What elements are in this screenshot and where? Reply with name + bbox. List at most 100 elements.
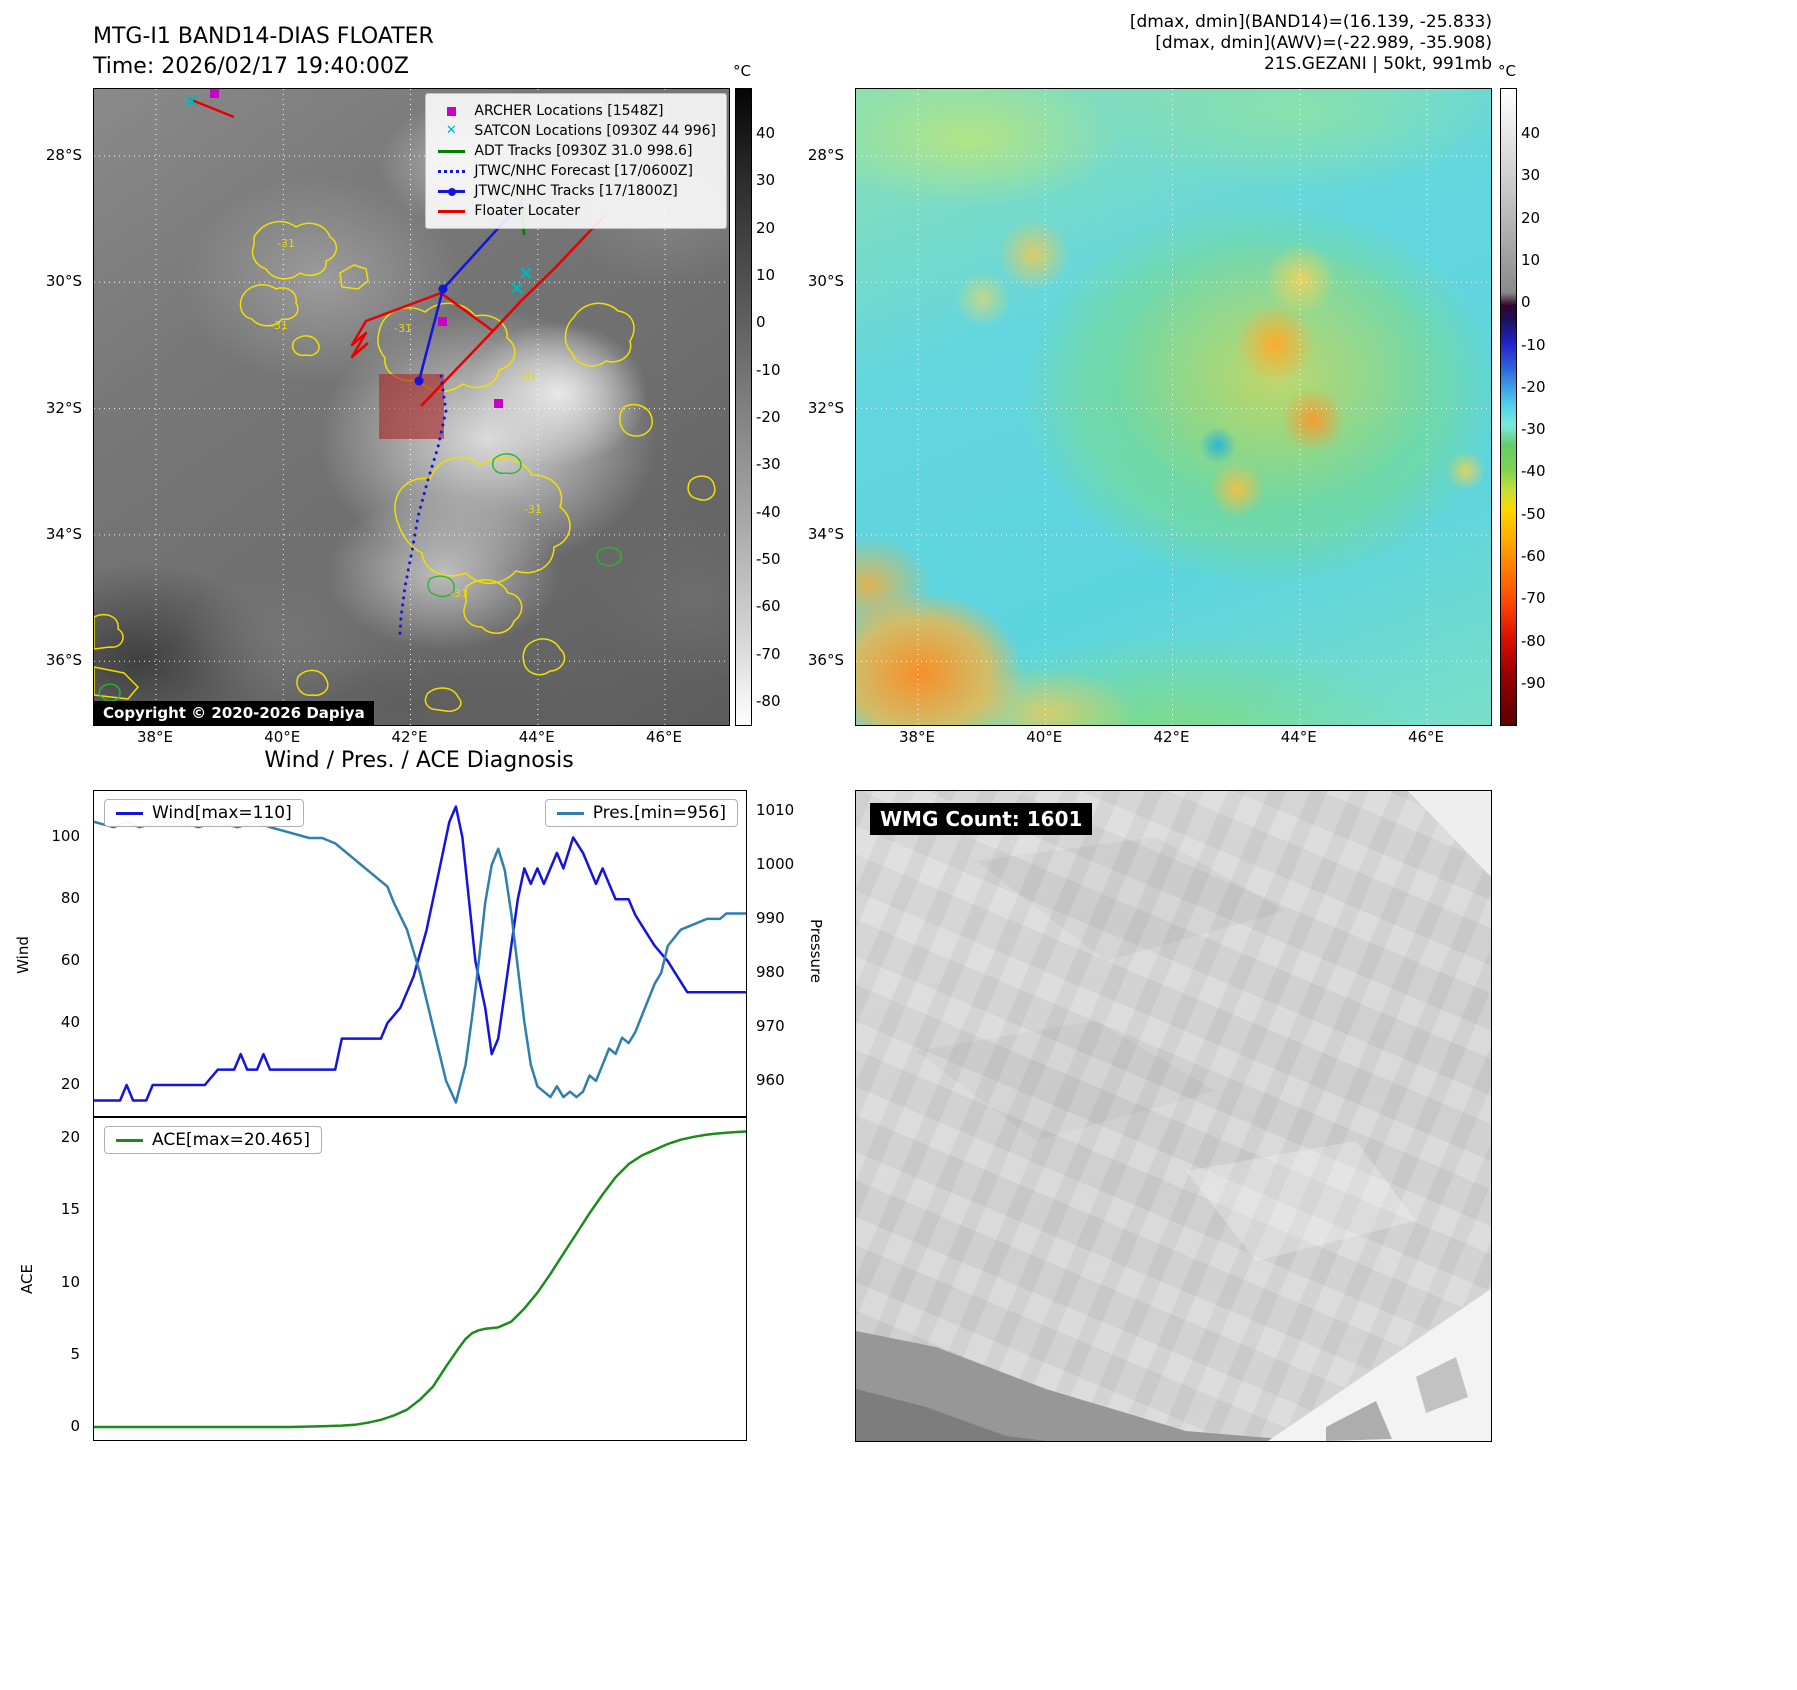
lat-label: 28°S bbox=[807, 146, 844, 164]
colorbar-tick: -40 bbox=[1521, 462, 1546, 481]
axis-tick: 0 bbox=[70, 1417, 80, 1435]
lat-label: 36°S bbox=[807, 651, 844, 670]
colorbar-tick: -30 bbox=[756, 455, 781, 474]
band14-title: MTG-I1 BAND14-DIAS FLOATER bbox=[93, 24, 434, 49]
contour-line-green bbox=[98, 683, 121, 702]
satcon-location-icon bbox=[511, 282, 523, 294]
awv-header-dmax-band14: [dmax, dmin](BAND14)=(16.139, -25.833) bbox=[1129, 12, 1492, 32]
band14-satellite-map: -31 -31 -31 -31 -31 -31 bbox=[93, 88, 730, 726]
contour-line bbox=[463, 579, 523, 634]
copyright-label: Copyright © 2020-2026 Dapiya bbox=[94, 701, 374, 725]
awv-header-dmax-awv: [dmax, dmin](AWV)=(-22.989, -35.908) bbox=[1155, 33, 1492, 53]
jtwc-track-line-icon bbox=[437, 187, 465, 196]
pressure-line-icon bbox=[556, 811, 584, 815]
satcon-x-icon: ✕ bbox=[445, 123, 457, 138]
track-dot-icon bbox=[447, 187, 456, 196]
contour-value: -31 bbox=[277, 237, 295, 250]
contour-line bbox=[296, 669, 329, 697]
lon-label: 44°E bbox=[518, 728, 555, 746]
archer-location-icon bbox=[438, 317, 447, 326]
axis-tick: 1000 bbox=[756, 854, 795, 873]
wmg-shade bbox=[976, 837, 1286, 961]
colorbar-tick: 30 bbox=[1521, 166, 1541, 185]
lat-label: 30°S bbox=[807, 272, 844, 291]
lat-label: 30°S bbox=[45, 272, 82, 291]
axis-tick: 20 bbox=[60, 1128, 80, 1147]
legend-item: Floater Locater bbox=[436, 201, 716, 221]
legend-marker bbox=[436, 209, 466, 213]
contour-value: -31 bbox=[394, 322, 412, 335]
satcon-location-icon bbox=[520, 267, 532, 279]
wind-axis-label: Wind bbox=[13, 936, 32, 974]
floater-target-box bbox=[379, 374, 444, 439]
axis-tick: 990 bbox=[756, 908, 785, 927]
awv-lat-labels: 28°S 30°S 32°S 34°S 36°S bbox=[798, 88, 848, 724]
colorbar-tick: -50 bbox=[756, 549, 781, 568]
legend-label: ADT Tracks [0930Z 31.0 998.6] bbox=[474, 143, 693, 159]
contour-value: -31 bbox=[524, 503, 542, 516]
colorbar-tick: -60 bbox=[1521, 547, 1546, 566]
wmg-shade bbox=[1186, 1141, 1416, 1261]
legend-label: JTWC/NHC Tracks [17/1800Z] bbox=[474, 183, 678, 199]
wmg-panel: WMG Count: 1601 bbox=[855, 790, 1492, 1442]
awv-header: [dmax, dmin](BAND14)=(16.139, -25.833) [… bbox=[1000, 12, 1492, 75]
colorbar-tick: 40 bbox=[1521, 124, 1541, 142]
axis-tick: 970 bbox=[756, 1016, 785, 1035]
axis-tick: 10 bbox=[60, 1272, 80, 1291]
wind-pressure-chart: Wind[max=110] Pres.[min=956] bbox=[93, 790, 747, 1117]
legend-marker bbox=[436, 187, 466, 196]
axis-tick: 80 bbox=[60, 889, 80, 908]
wmg-gray-tooth bbox=[1326, 1401, 1392, 1441]
colorbar-tick: 40 bbox=[756, 124, 776, 142]
forecast-dotted-line-icon bbox=[437, 169, 465, 173]
archer-location-icon bbox=[210, 89, 219, 98]
storm-id-intensity: 21S.GEZANI | 50kt, 991mb bbox=[1263, 54, 1492, 74]
ace-chart: ACE[max=20.465] bbox=[93, 1117, 747, 1441]
pressure-axis-label: Pressure bbox=[807, 918, 826, 984]
map-grid bbox=[94, 89, 729, 725]
colorbar-tick: 30 bbox=[756, 171, 776, 190]
legend-item: JTWC/NHC Tracks [17/1800Z] bbox=[436, 181, 716, 201]
floater-locater-line bbox=[350, 214, 606, 359]
contour-line bbox=[394, 456, 571, 584]
awv-lon-labels: 38°E 40°E 42°E 44°E 46°E bbox=[855, 728, 1490, 748]
contour-line bbox=[564, 302, 635, 367]
colorbar-tick: 10 bbox=[756, 265, 776, 284]
ace-axis-label: ACE bbox=[17, 1264, 36, 1294]
contour-line bbox=[339, 264, 369, 290]
archer-square-icon bbox=[446, 106, 456, 116]
colorbar-tick: -10 bbox=[756, 360, 781, 379]
legend-item: JTWC/NHC Forecast [17/0600Z] bbox=[436, 161, 716, 181]
colorbar-tick: 0 bbox=[1521, 293, 1531, 312]
lat-label: 36°S bbox=[45, 651, 82, 670]
cloud-temp-contours bbox=[94, 220, 716, 713]
awv-satellite-map bbox=[855, 88, 1492, 726]
series-line bbox=[94, 1130, 747, 1429]
wmg-dark-band bbox=[856, 1331, 1306, 1441]
legend-marker: ✕ bbox=[436, 123, 466, 138]
lon-label: 38°E bbox=[136, 728, 174, 746]
ace-legend-label: ACE[max=20.465] bbox=[152, 1130, 310, 1150]
wind-line-icon bbox=[116, 811, 143, 815]
colorbar-tick: 10 bbox=[1521, 250, 1541, 269]
colorbar-tick: -50 bbox=[1521, 504, 1546, 523]
series-line bbox=[94, 805, 746, 1102]
colorbar-tick: -60 bbox=[756, 597, 781, 616]
floater-locater-line bbox=[420, 330, 494, 407]
awv-colorbar bbox=[1500, 88, 1517, 726]
awv-colorbar-unit: °C bbox=[1498, 62, 1516, 80]
floater-line-icon bbox=[437, 209, 465, 213]
awv-colorbar-ticks: 40 30 20 10 0 -10 -20 -30 -40 -50 -60 -70 -80 -90 bbox=[1521, 88, 1565, 724]
ace-legend: ACE[max=20.465] bbox=[104, 1126, 322, 1154]
series-line bbox=[93, 820, 746, 1104]
pressure-axis-ticks: 960 970 980 990 1000 1010 bbox=[750, 790, 796, 1115]
contour-line bbox=[377, 302, 516, 392]
axis-tick: 1010 bbox=[756, 800, 795, 819]
lon-label: 40°E bbox=[264, 728, 301, 746]
adt-track-line-icon bbox=[437, 149, 465, 153]
colorbar-tick: -70 bbox=[1521, 589, 1546, 608]
map-legend: ARCHER Locations [1548Z] ✕ SATCON Location… bbox=[425, 93, 727, 229]
jtwc-track-point-icon bbox=[438, 284, 448, 294]
contour-line bbox=[424, 687, 462, 713]
